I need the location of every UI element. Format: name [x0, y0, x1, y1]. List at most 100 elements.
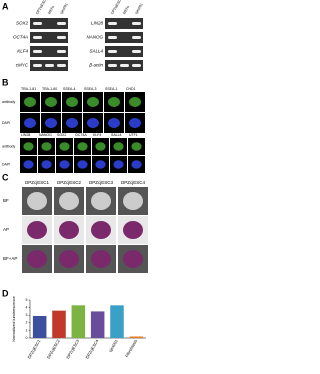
cell-colony [108, 97, 120, 107]
gel-band [33, 36, 42, 39]
y-axis-label: Normalized luminescence [11, 295, 16, 342]
gel-band [132, 22, 141, 25]
colony [59, 192, 79, 210]
cell-colony [131, 142, 142, 151]
marker-label: TRA-1-60 [42, 87, 57, 91]
colony [27, 221, 47, 239]
marker-label: SOX2 [57, 133, 66, 137]
lane-label: MEFs [122, 5, 130, 15]
cell-colony [95, 160, 106, 169]
colony [91, 250, 111, 268]
colony [59, 221, 79, 239]
cell-colony [66, 97, 78, 107]
cell-colony [41, 160, 52, 169]
marker-label: TRA-1-81 [21, 87, 36, 91]
cell-colony [59, 160, 70, 169]
gel-band [33, 22, 42, 25]
x-tick-label: DPZcjESC4 [84, 338, 99, 360]
bar [32, 315, 47, 338]
x-tick-label: DPZcjESC1 [26, 338, 41, 360]
lane-label: MEFs [47, 5, 55, 15]
gel-band [120, 64, 129, 67]
gene-label: β-actin [88, 63, 103, 68]
gel-band [132, 36, 141, 39]
cell-colony [77, 160, 88, 169]
cell-colony [87, 118, 99, 128]
gene-label: LIN28 [91, 21, 104, 26]
row-label: antibody [2, 100, 15, 104]
cell-colony [23, 160, 34, 169]
panel-label: D [2, 288, 9, 298]
gel-band [132, 50, 141, 53]
panel-label: B [2, 77, 9, 87]
gene-label: cMYC [16, 63, 29, 68]
lane-label: DPZcjESC [35, 0, 47, 15]
row-label: BF+AP [3, 256, 17, 261]
cell-colony [77, 142, 88, 151]
gel [30, 32, 68, 43]
cell-colony [66, 118, 78, 128]
cell-colony [108, 118, 120, 128]
gel-band [57, 50, 66, 53]
row-label: BF [3, 198, 9, 203]
colony [123, 221, 143, 239]
colony [123, 192, 143, 210]
cell-colony [129, 118, 141, 128]
gel-band [57, 22, 66, 25]
colony [91, 192, 111, 210]
gel-band [33, 64, 42, 67]
colony [27, 192, 47, 210]
marker-label: SALL4 [111, 133, 122, 137]
cell-colony [87, 97, 99, 107]
cell-colony [45, 97, 57, 107]
marker-label: UTF1 [129, 133, 138, 137]
cell-colony [24, 118, 36, 128]
gel-band [33, 50, 42, 53]
lane-label: cjes001 [59, 2, 69, 14]
gene-label: SALL4 [89, 49, 103, 54]
gene-label: OCT4A [13, 35, 28, 40]
gel [105, 18, 143, 29]
gel-band [108, 64, 117, 67]
line-label: DPZcjESC1 [25, 180, 50, 185]
figure: A B C D DPZcjESC MEFs cjes001SOX2OCT4AKLF4… [2, 0, 148, 360]
marker-label: KLF4 [93, 133, 101, 137]
marker-label: NANOG [39, 133, 52, 137]
cell-colony [95, 142, 106, 151]
row-label: DAPI [2, 162, 10, 166]
y-tick-label: 3 [26, 313, 28, 317]
colony [59, 250, 79, 268]
colony [123, 250, 143, 268]
marker-label: CHD1 [126, 87, 136, 91]
cell-colony [59, 142, 70, 151]
cell-colony [113, 142, 124, 151]
y-tick-label: 5 [26, 298, 28, 302]
gene-label: NANOG [86, 35, 103, 40]
panel-label: C [2, 172, 9, 182]
gene-label: KLF4 [17, 49, 28, 54]
gel-band [57, 36, 66, 39]
marker-label: SSEA-3 [84, 87, 97, 91]
colony [27, 250, 47, 268]
line-label: DPZcjESC2 [57, 180, 82, 185]
colony [91, 221, 111, 239]
gel-band [57, 64, 66, 67]
y-tick-label: 4 [26, 306, 28, 310]
row-label: DAPI [2, 121, 10, 125]
lane-label: DPZcjESC [110, 0, 122, 15]
cell-colony [41, 142, 52, 151]
bar [52, 310, 66, 338]
gel-band [108, 50, 117, 53]
line-label: DPZcjESC3 [89, 180, 114, 185]
gel-band [45, 64, 54, 67]
bar [110, 305, 124, 338]
gel [30, 46, 68, 57]
x-tick-label: Fibroblasts [124, 339, 138, 358]
line-label: DPZcjESC4 [121, 180, 146, 185]
cell-colony [45, 118, 57, 128]
lane-label: cjes001 [134, 2, 144, 14]
x-tick-label: DPZcjESC3 [65, 338, 80, 360]
marker-label: OCT4A [75, 133, 87, 137]
marker-label: LIN28 [21, 133, 30, 137]
y-tick-label: 0 [26, 336, 28, 340]
